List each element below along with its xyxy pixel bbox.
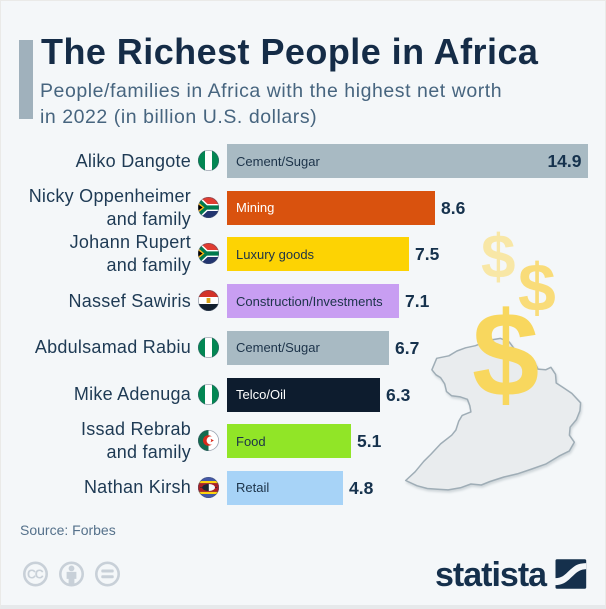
svg-text:C: C	[27, 568, 36, 582]
svg-text:C: C	[35, 568, 44, 582]
svg-text:statista: statista	[435, 556, 548, 591]
